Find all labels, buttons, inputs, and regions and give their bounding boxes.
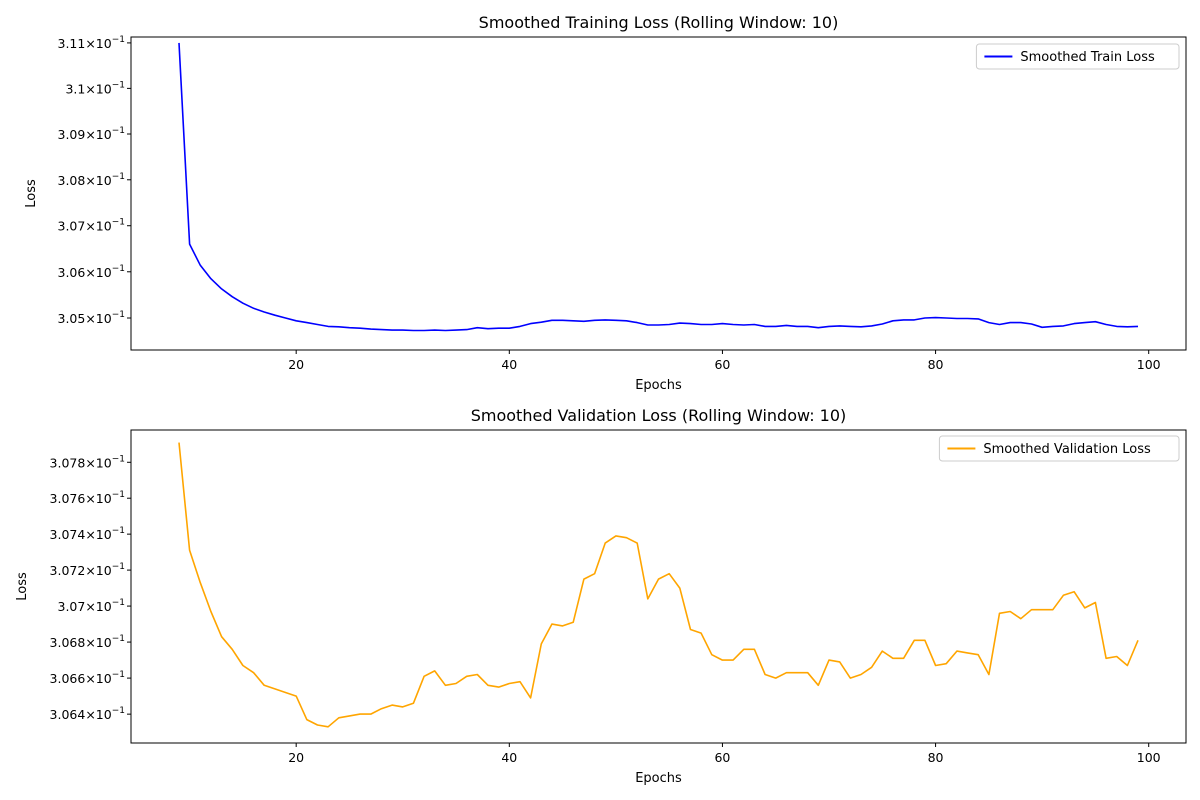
y-tick-label: 3.074×10−1: [50, 526, 125, 542]
x-tick-label: 100: [1137, 750, 1161, 765]
x-axis-label: Epochs: [635, 378, 682, 393]
y-tick-label: 3.07×10−1: [58, 218, 126, 234]
x-tick-label: 40: [501, 750, 517, 765]
legend-label: Smoothed Train Loss: [1020, 50, 1155, 65]
x-tick-label: 20: [288, 357, 304, 372]
x-axis-label: Epochs: [635, 771, 682, 786]
x-tick-label: 100: [1137, 357, 1161, 372]
y-tick-label: 3.1×10−1: [65, 80, 125, 96]
chart-title: Smoothed Validation Loss (Rolling Window…: [471, 406, 847, 425]
chart-1: Smoothed Validation Loss (Rolling Window…: [15, 406, 1187, 786]
y-axis-label: Loss: [24, 179, 39, 208]
series-line-0: [178, 42, 1139, 332]
y-tick-label: 3.064×10−1: [50, 706, 125, 722]
y-axis-label: Loss: [15, 572, 30, 601]
legend: Smoothed Validation Loss: [938, 435, 1180, 462]
y-tick-label: 3.072×10−1: [50, 562, 125, 578]
plot-area-frame: [130, 429, 1187, 744]
y-tick-label: 3.07×10−1: [58, 598, 126, 614]
legend: Smoothed Train Loss: [975, 43, 1180, 70]
y-tick-label: 3.078×10−1: [50, 454, 125, 470]
x-tick-label: 20: [288, 750, 304, 765]
series-line-0: [178, 442, 1139, 728]
x-tick-label: 80: [928, 750, 944, 765]
y-tick-label: 3.11×10−1: [58, 35, 126, 51]
x-tick-label: 40: [501, 357, 517, 372]
legend-box: [938, 435, 1180, 462]
legend-box: [975, 43, 1180, 70]
y-tick-label: 3.08×10−1: [58, 172, 126, 188]
y-tick-label: 3.076×10−1: [50, 490, 125, 506]
y-tick-label: 3.05×10−1: [58, 310, 126, 326]
x-tick-label: 60: [714, 750, 730, 765]
y-tick-label: 3.068×10−1: [50, 634, 125, 650]
y-tick-label: 3.066×10−1: [50, 670, 125, 686]
plot-area-frame: [130, 36, 1187, 351]
legend-label: Smoothed Validation Loss: [983, 442, 1151, 457]
y-tick-label: 3.09×10−1: [58, 126, 126, 142]
chart-0: Smoothed Training Loss (Rolling Window: …: [24, 13, 1187, 393]
y-tick-label: 3.06×10−1: [58, 264, 126, 280]
x-tick-label: 80: [928, 357, 944, 372]
x-tick-label: 60: [714, 357, 730, 372]
chart-title: Smoothed Training Loss (Rolling Window: …: [479, 13, 839, 32]
